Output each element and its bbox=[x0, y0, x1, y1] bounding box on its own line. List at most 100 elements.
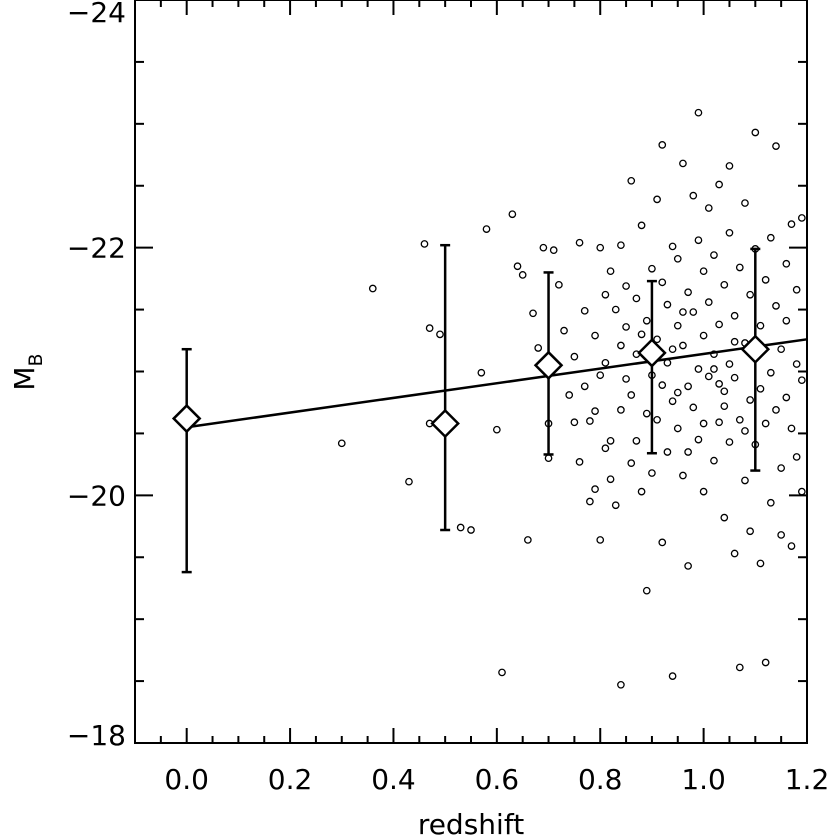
data-point bbox=[679, 471, 687, 480]
data-point bbox=[797, 376, 806, 385]
data-point bbox=[653, 415, 661, 424]
data-point bbox=[622, 323, 630, 331]
data-point bbox=[580, 306, 589, 315]
bin-mean-diamond bbox=[740, 334, 771, 364]
data-point bbox=[720, 387, 729, 396]
data-point bbox=[704, 298, 713, 307]
data-point bbox=[720, 402, 729, 411]
data-point bbox=[586, 417, 594, 425]
bin-mean-diamond bbox=[637, 338, 667, 368]
data-point bbox=[617, 680, 625, 689]
data-point bbox=[368, 284, 377, 293]
data-point bbox=[436, 330, 444, 339]
data-point bbox=[648, 264, 656, 273]
y-axis-label-sub: B bbox=[25, 353, 47, 366]
data-point bbox=[601, 444, 610, 453]
data-point bbox=[658, 278, 667, 287]
data-point bbox=[591, 331, 599, 340]
data-point bbox=[596, 371, 605, 380]
data-point bbox=[673, 254, 682, 263]
data-point bbox=[668, 345, 677, 354]
data-point bbox=[694, 236, 703, 245]
data-point bbox=[648, 469, 656, 477]
data-point bbox=[405, 477, 413, 486]
data-point bbox=[549, 246, 558, 254]
data-point bbox=[715, 380, 723, 388]
data-point bbox=[513, 262, 522, 271]
data-point bbox=[735, 263, 744, 272]
data-point bbox=[684, 562, 692, 570]
data-point bbox=[560, 326, 568, 335]
data-point bbox=[746, 396, 754, 404]
data-point bbox=[797, 214, 806, 222]
data-point bbox=[710, 251, 718, 259]
data-point bbox=[534, 344, 543, 352]
data-point bbox=[735, 663, 744, 672]
data-point bbox=[596, 243, 605, 252]
data-point bbox=[606, 475, 615, 484]
x-tick-label: 0.4 bbox=[371, 763, 416, 796]
y-axis-ticks: −18 −20 −22 −24 bbox=[67, 0, 807, 752]
data-point bbox=[658, 381, 667, 389]
x-tick-label: 0.8 bbox=[578, 763, 623, 796]
data-point bbox=[539, 243, 548, 252]
data-point bbox=[699, 331, 708, 340]
data-point bbox=[725, 162, 734, 170]
data-point bbox=[570, 352, 579, 361]
x-tick-label: 0.2 bbox=[268, 763, 313, 796]
data-point bbox=[570, 418, 579, 427]
data-point bbox=[725, 228, 734, 237]
data-point bbox=[337, 439, 346, 448]
data-point bbox=[601, 358, 610, 367]
scatter-points bbox=[337, 108, 806, 689]
x-axis-label: redshift bbox=[418, 808, 524, 837]
data-point bbox=[565, 391, 574, 399]
data-point bbox=[741, 476, 749, 485]
data-point bbox=[544, 454, 553, 463]
y-axis-label-main: M bbox=[8, 366, 41, 390]
data-point bbox=[699, 419, 708, 428]
data-point bbox=[627, 459, 636, 467]
data-point bbox=[730, 549, 739, 558]
data-point bbox=[642, 409, 651, 418]
data-point bbox=[689, 191, 698, 200]
data-point bbox=[518, 271, 527, 279]
data-point bbox=[787, 220, 796, 228]
data-point bbox=[777, 464, 786, 472]
data-point bbox=[797, 487, 806, 496]
fit-line bbox=[186, 338, 808, 429]
bin-mean-diamond bbox=[533, 350, 564, 381]
y-tick-label: −24 bbox=[67, 0, 126, 29]
data-point bbox=[684, 448, 692, 456]
data-point bbox=[699, 267, 708, 276]
data-point bbox=[787, 424, 796, 433]
data-point bbox=[467, 526, 475, 534]
y-tick-label: −20 bbox=[67, 479, 126, 512]
data-point bbox=[611, 501, 620, 510]
data-point bbox=[772, 406, 780, 414]
bin-mean-diamond bbox=[171, 403, 202, 434]
x-tick-label: 1.0 bbox=[681, 763, 726, 796]
x-axis-ticks: 0.0 0.2 0.4 0.6 0.8 1.0 1.2 bbox=[159, 0, 829, 796]
x-tick-label: 0.0 bbox=[164, 763, 209, 796]
y-tick-label: −18 bbox=[67, 719, 126, 752]
data-point bbox=[699, 487, 708, 496]
data-point bbox=[782, 393, 791, 402]
data-point bbox=[715, 180, 723, 189]
data-point bbox=[694, 108, 703, 117]
data-point bbox=[477, 368, 486, 377]
data-point bbox=[456, 523, 465, 532]
data-point bbox=[637, 487, 646, 496]
data-point bbox=[746, 290, 754, 299]
data-point bbox=[766, 498, 775, 507]
data-point bbox=[761, 276, 770, 284]
data-point bbox=[668, 672, 677, 680]
data-point bbox=[617, 406, 625, 414]
data-point bbox=[704, 372, 713, 381]
data-point bbox=[591, 407, 599, 415]
data-point bbox=[679, 341, 687, 350]
x-tick-label: 0.6 bbox=[475, 763, 520, 796]
data-point bbox=[725, 438, 734, 446]
y-axis-label: MB bbox=[8, 353, 47, 390]
